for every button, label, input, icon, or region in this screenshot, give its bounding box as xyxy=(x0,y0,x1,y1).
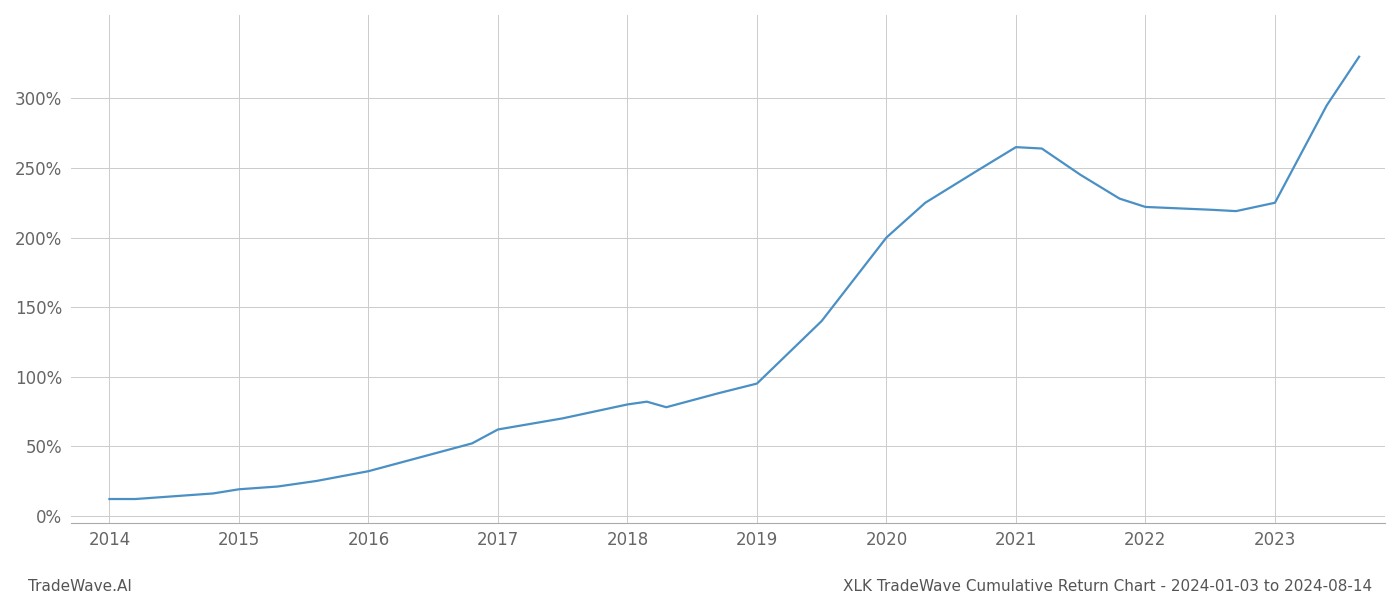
Text: XLK TradeWave Cumulative Return Chart - 2024-01-03 to 2024-08-14: XLK TradeWave Cumulative Return Chart - … xyxy=(843,579,1372,594)
Text: TradeWave.AI: TradeWave.AI xyxy=(28,579,132,594)
